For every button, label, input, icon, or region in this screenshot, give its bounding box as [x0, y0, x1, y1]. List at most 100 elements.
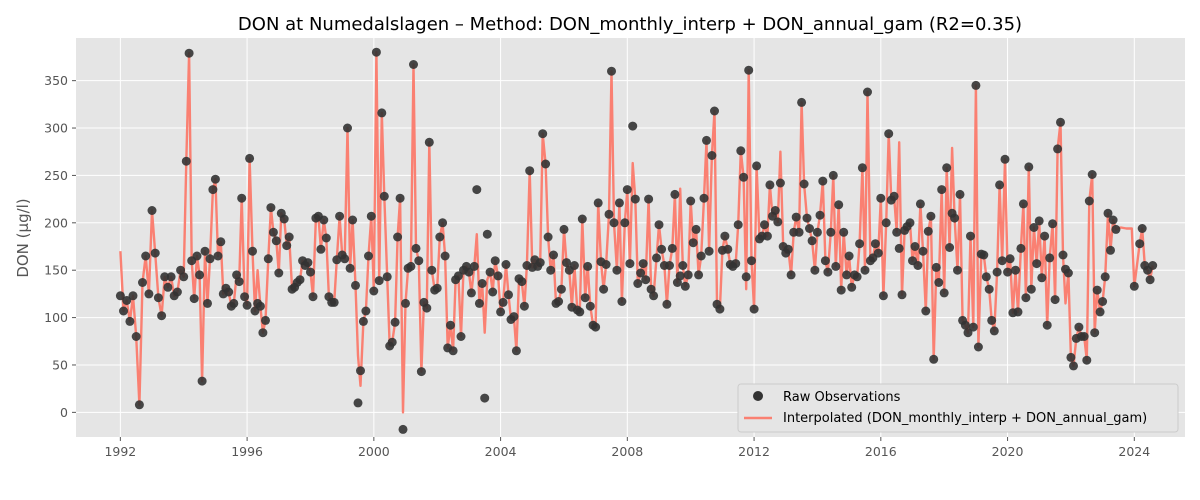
x-tick-label: 2016: [865, 444, 897, 459]
observation-point: [1103, 208, 1113, 218]
observation-point: [607, 66, 616, 76]
observation-point: [665, 261, 674, 270]
observation-point: [192, 251, 202, 261]
observation-point: [955, 189, 965, 199]
observation-point: [440, 251, 450, 261]
observation-point: [498, 297, 508, 307]
observation-point: [873, 248, 883, 258]
observation-point: [1026, 284, 1036, 294]
observation-point: [409, 60, 418, 69]
y-tick-label: 200: [44, 215, 68, 230]
observation-point: [1005, 254, 1015, 264]
observation-point: [839, 227, 849, 237]
observation-point: [987, 315, 997, 325]
observation-point: [1053, 144, 1063, 154]
legend-observations-label: Raw Observations: [783, 390, 901, 405]
x-tick-label: 2020: [992, 444, 1024, 459]
observation-point: [213, 251, 223, 261]
observation-point: [569, 261, 579, 270]
observation-point: [1037, 273, 1047, 283]
observation-point: [1111, 224, 1121, 234]
observation-point: [184, 48, 194, 58]
observation-point: [364, 251, 373, 261]
observation-point: [820, 256, 830, 266]
observation-point: [157, 311, 167, 321]
observation-point: [942, 163, 952, 173]
observation-point: [1090, 328, 1100, 338]
observation-point: [1003, 267, 1013, 277]
observation-point: [971, 80, 981, 90]
observation-point: [401, 298, 410, 308]
observation-point: [284, 232, 294, 242]
observation-point: [762, 231, 772, 241]
observation-point: [472, 185, 482, 195]
observation-point: [913, 261, 923, 270]
observation-point: [654, 220, 664, 230]
y-tick-label: 50: [52, 357, 68, 372]
observation-point: [263, 254, 273, 264]
observation-point: [248, 246, 257, 256]
observation-point: [189, 294, 199, 304]
observation-point: [736, 146, 746, 156]
observation-point: [1074, 322, 1084, 332]
observation-point: [1056, 117, 1065, 127]
observation-point: [482, 229, 492, 239]
observation-point: [125, 316, 135, 326]
observation-point: [131, 332, 141, 341]
observation-point: [153, 293, 163, 303]
observation-point: [704, 246, 714, 256]
observation-point: [1011, 265, 1020, 275]
observation-point: [831, 261, 841, 271]
observation-point: [1040, 231, 1050, 241]
y-tick-label: 350: [44, 73, 68, 88]
observation-point: [699, 193, 709, 203]
observation-point: [878, 291, 888, 301]
observation-point: [667, 243, 677, 253]
observation-point: [939, 288, 949, 298]
observation-point: [633, 279, 643, 288]
observation-point: [438, 218, 448, 228]
observation-point: [366, 211, 376, 221]
observation-point: [474, 298, 484, 308]
observation-point: [649, 291, 659, 301]
observation-point: [870, 239, 880, 249]
observation-point: [464, 267, 474, 277]
observation-point: [966, 231, 975, 241]
observation-point: [329, 297, 339, 307]
x-axis: 1992 1996 2000 2004 2008 2012 2016 2020 2024: [104, 437, 1150, 459]
x-tick-label: 2004: [485, 444, 517, 459]
observation-point: [747, 256, 756, 266]
observation-point: [393, 232, 403, 242]
observation-point: [752, 161, 762, 171]
observation-point: [1079, 332, 1089, 341]
observation-point: [749, 304, 759, 314]
observation-point: [797, 97, 807, 107]
observation-point: [652, 253, 661, 263]
observation-point: [731, 259, 741, 269]
observation-point: [348, 215, 358, 225]
observation-point: [268, 227, 278, 237]
observation-point: [593, 198, 603, 208]
observation-point: [549, 250, 558, 260]
observation-point: [543, 232, 553, 242]
observation-point: [203, 298, 212, 308]
observation-point: [335, 211, 345, 221]
observation-point: [905, 218, 915, 228]
y-axis-label: DON (µg/l): [14, 198, 32, 277]
observation-point: [424, 137, 434, 147]
observation-point: [688, 238, 698, 248]
observation-point: [556, 284, 566, 294]
observation-point: [432, 283, 442, 293]
observation-point: [807, 236, 817, 246]
y-tick-label: 100: [44, 310, 68, 325]
observation-point: [258, 328, 268, 338]
observation-point: [115, 291, 125, 301]
observation-point: [960, 320, 970, 330]
observation-point: [810, 265, 820, 275]
observation-point: [160, 272, 170, 282]
observation-point: [644, 194, 654, 204]
observation-point: [881, 218, 891, 228]
observation-point: [316, 244, 326, 254]
observation-point: [435, 232, 445, 242]
